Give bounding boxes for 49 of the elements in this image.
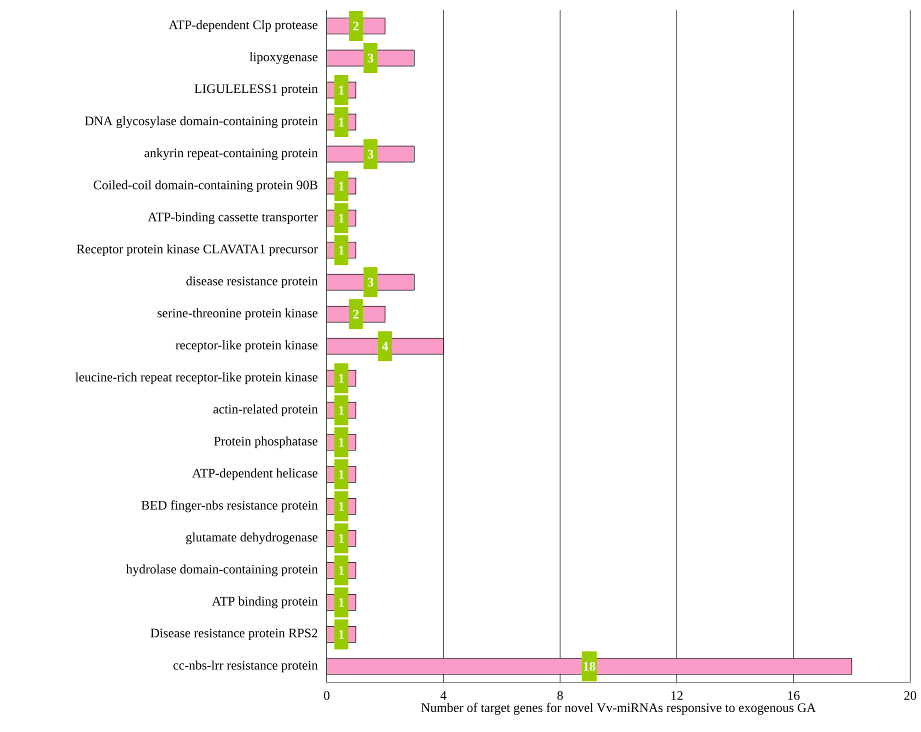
data-label: 3 xyxy=(368,278,374,286)
x-tick-label: 12 xyxy=(671,691,683,700)
y-tick-label: disease resistance protein xyxy=(186,276,318,288)
data-label: 1 xyxy=(339,502,344,510)
x-axis-title: Number of target genes for novel Vv-miRNAs responsive to exogenous GA xyxy=(421,702,816,715)
y-tick-label: LIGULELESS1 protein xyxy=(194,84,318,96)
y-tick-label: actin-related protein xyxy=(213,404,318,416)
data-label: 2 xyxy=(353,310,359,318)
data-label: 1 xyxy=(339,406,344,414)
data-label: 1 xyxy=(339,438,344,446)
y-tick-label: Receptor protein kinase CLAVATA1 precursor xyxy=(76,244,318,256)
data-label: 1 xyxy=(339,598,344,606)
y-tick-label: Coiled-coil domain-containing protein 90B xyxy=(94,180,318,192)
data-label: 1 xyxy=(339,374,344,382)
y-tick-label: ATP-binding cassette transporter xyxy=(148,212,318,224)
data-label: 1 xyxy=(339,86,344,94)
data-label: 2 xyxy=(353,22,359,30)
y-tick-label: receptor-like protein kinase xyxy=(176,340,318,352)
x-tick-label: 16 xyxy=(788,691,800,700)
y-tick-label: ATP binding protein xyxy=(212,596,318,608)
y-tick-label: lipoxygenase xyxy=(250,52,318,64)
data-label: 1 xyxy=(339,630,344,638)
y-tick-label: Protein phosphatase xyxy=(214,436,318,448)
y-tick-label: BED finger-nbs resistance protein xyxy=(141,500,318,512)
x-tick-label: 0 xyxy=(324,691,330,700)
data-label: 1 xyxy=(339,182,344,190)
data-label: 4 xyxy=(382,342,388,350)
y-tick-label: ATP-dependent Clp protease xyxy=(168,20,318,32)
data-label: 1 xyxy=(339,534,344,542)
y-tick-label: Disease resistance protein RPS2 xyxy=(150,628,318,640)
y-tick-label: ankyrin repeat-containing protein xyxy=(144,148,318,160)
data-label: 1 xyxy=(339,214,344,222)
data-label: 1 xyxy=(339,118,344,126)
y-tick-label: ATP-dependent helicase xyxy=(192,468,318,480)
x-tick-label: 20 xyxy=(904,691,916,700)
data-label: 1 xyxy=(339,470,344,478)
y-tick-label: serine-threonine protein kinase xyxy=(158,308,318,320)
y-tick-label: cc-nbs-lrr resistance protein xyxy=(173,660,318,672)
x-tick-label: 8 xyxy=(557,691,563,700)
y-tick-label: DNA glycosylase domain-containing protein xyxy=(84,116,318,128)
y-tick-label: hydrolase domain-containing protein xyxy=(126,564,318,576)
data-label: 3 xyxy=(368,150,374,158)
data-label: 3 xyxy=(368,54,374,62)
y-tick-label: glutamate dehydrogenase xyxy=(186,532,318,544)
y-tick-label: leucine-rich repeat receptor-like protein kinase xyxy=(75,372,318,384)
data-label: 18 xyxy=(584,662,596,671)
x-tick-label: 4 xyxy=(440,690,446,700)
data-label: 1 xyxy=(339,246,344,254)
data-label: 1 xyxy=(339,566,344,574)
